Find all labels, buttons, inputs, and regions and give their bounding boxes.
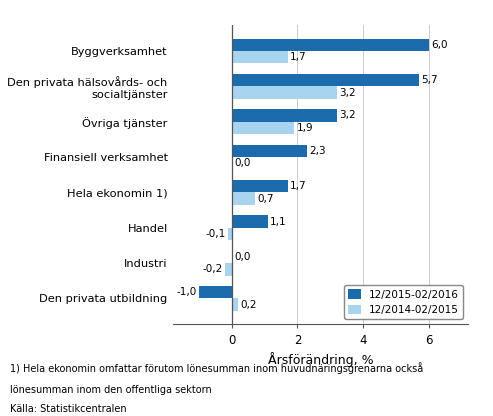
Bar: [228, 228, 232, 240]
Bar: [225, 263, 232, 275]
Text: 5,7: 5,7: [422, 75, 438, 85]
Bar: [232, 39, 429, 51]
Bar: [199, 286, 232, 299]
Bar: [232, 145, 307, 157]
Text: -1,0: -1,0: [176, 287, 197, 297]
Text: 1,1: 1,1: [270, 217, 287, 227]
Text: 3,2: 3,2: [339, 111, 356, 121]
Text: 0,2: 0,2: [241, 300, 257, 310]
X-axis label: Årsförändring, %: Årsförändring, %: [268, 352, 373, 367]
Text: -0,2: -0,2: [203, 264, 223, 274]
Text: 0,0: 0,0: [234, 252, 250, 262]
Bar: [232, 180, 287, 193]
Text: 0,7: 0,7: [257, 193, 274, 203]
Text: 1,7: 1,7: [290, 52, 307, 62]
Bar: [232, 121, 294, 134]
Text: lönesumman inom den offentliga sektorn: lönesumman inom den offentliga sektorn: [10, 385, 211, 395]
Bar: [232, 299, 238, 311]
Text: 2,3: 2,3: [310, 146, 326, 156]
Text: 3,2: 3,2: [339, 87, 356, 97]
Text: Källa: Statistikcentralen: Källa: Statistikcentralen: [10, 404, 127, 414]
Bar: [232, 215, 268, 228]
Bar: [232, 51, 287, 63]
Text: 6,0: 6,0: [431, 40, 448, 50]
Text: 1,9: 1,9: [296, 123, 313, 133]
Bar: [232, 193, 255, 205]
Legend: 12/2015-02/2016, 12/2014-02/2015: 12/2015-02/2016, 12/2014-02/2015: [344, 285, 463, 319]
Bar: [232, 86, 337, 99]
Text: 0,0: 0,0: [234, 158, 250, 168]
Text: 1,7: 1,7: [290, 181, 307, 191]
Bar: [232, 109, 337, 121]
Text: 1) Hela ekonomin omfattar förutom lönesumman inom huvudnäringsgrenarna också: 1) Hela ekonomin omfattar förutom lönesu…: [10, 362, 423, 374]
Bar: [232, 74, 419, 86]
Text: -0,1: -0,1: [206, 229, 226, 239]
